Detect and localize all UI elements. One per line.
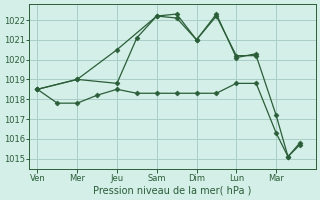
X-axis label: Pression niveau de la mer( hPa ): Pression niveau de la mer( hPa ) — [93, 186, 252, 196]
